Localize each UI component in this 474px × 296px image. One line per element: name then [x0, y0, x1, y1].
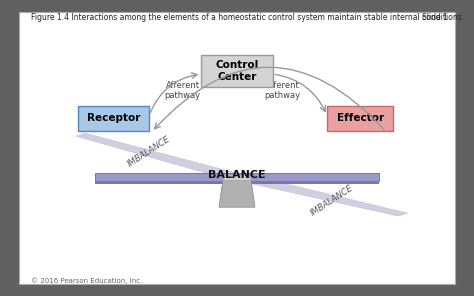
Text: Figure 1.4 Interactions among the elements of a homeostatic control system maint: Figure 1.4 Interactions among the elemen… [31, 13, 464, 22]
Text: BALANCE: BALANCE [208, 170, 266, 180]
FancyBboxPatch shape [201, 55, 273, 87]
Text: © 2016 Pearson Education, Inc.: © 2016 Pearson Education, Inc. [31, 277, 142, 284]
Text: Effector: Effector [337, 113, 384, 123]
FancyBboxPatch shape [78, 106, 149, 131]
Polygon shape [95, 181, 379, 184]
Text: IMBALANCE: IMBALANCE [126, 135, 173, 169]
Text: Receptor: Receptor [87, 113, 140, 123]
Polygon shape [223, 175, 251, 181]
FancyBboxPatch shape [327, 106, 393, 131]
Text: Efferent
pathway: Efferent pathway [264, 81, 300, 100]
Text: Afferent
pathway: Afferent pathway [164, 81, 201, 100]
Text: Control
Center: Control Center [215, 60, 259, 82]
Polygon shape [219, 181, 255, 207]
Text: Slide 1: Slide 1 [422, 13, 448, 22]
Polygon shape [76, 133, 237, 181]
Text: IMBALANCE: IMBALANCE [309, 184, 355, 218]
Polygon shape [237, 173, 408, 216]
Polygon shape [95, 173, 379, 181]
